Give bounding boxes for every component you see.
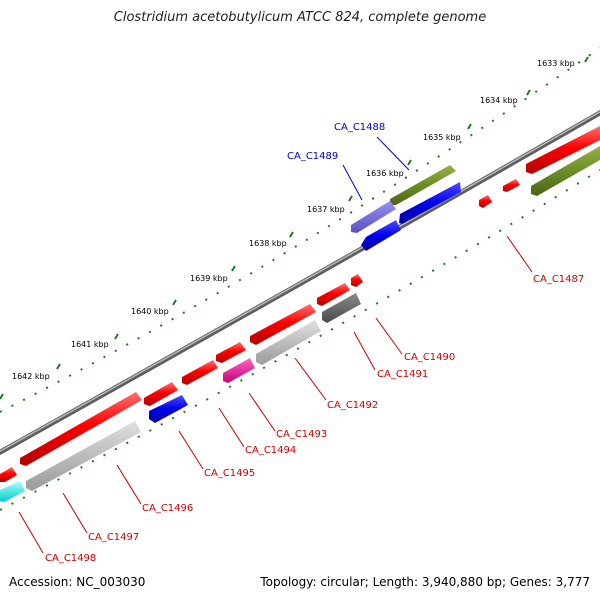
gene-ca-c1492[interactable] [256, 320, 321, 365]
label-leaders [18, 136, 533, 554]
major-tick-marks [0, 56, 589, 400]
gene-ca-c1496a[interactable] [20, 392, 142, 466]
gene-ca-c1498[interactable] [0, 481, 25, 502]
tick-label-1635: 1635 kbp [423, 133, 461, 142]
gene-ca-c1494a[interactable] [182, 360, 218, 385]
tick-label-1634: 1634 kbp [480, 96, 518, 105]
accession-text: Accession: NC_003030 [9, 575, 146, 589]
gene-label-ca-c1487[interactable]: CA_C1487 [533, 274, 584, 285]
tick-label-1633: 1633 kbp [537, 59, 575, 68]
gene-label-ca-c1497[interactable]: CA_C1497 [88, 532, 139, 543]
gene-ca-c1487b[interactable] [503, 179, 520, 192]
tick-label-1638: 1638 kbp [249, 239, 287, 248]
gene-label-ca-c1491[interactable]: CA_C1491 [377, 369, 428, 380]
gene-ca-c1487-rev[interactable] [531, 146, 600, 196]
gene-features [0, 126, 600, 502]
gene-label-ca-c1493[interactable]: CA_C1493 [276, 429, 327, 440]
gene-ca-c1493[interactable] [223, 358, 255, 383]
gene-label-ca-c1490[interactable]: CA_C1490 [404, 352, 455, 363]
gene-ca-c1495[interactable] [149, 395, 188, 423]
gene-ca-c1489-rev[interactable] [361, 220, 401, 251]
gene-label-ca-c1496[interactable]: CA_C1496 [142, 503, 193, 514]
gene-ca-c1487a[interactable] [526, 126, 600, 174]
gene-ca-c1497[interactable] [26, 421, 141, 491]
gene-ca-c1493a[interactable] [216, 342, 246, 363]
gene-label-ca-c1488[interactable]: CA_C1488 [334, 122, 385, 133]
genome-summary-text: Topology: circular; Length: 3,940,880 bp… [260, 575, 590, 589]
gene-ca-c1492a[interactable] [250, 304, 316, 345]
tick-label-1639: 1639 kbp [190, 274, 228, 283]
gene-ca-c1488[interactable] [390, 165, 456, 205]
tick-label-1636: 1636 kbp [366, 169, 404, 178]
gene-ca-c1491a[interactable] [317, 283, 350, 306]
tick-label-1640: 1640 kbp [131, 307, 169, 316]
genome-backbone-highlight [0, 111, 600, 453]
gene-ca-c1487c[interactable] [479, 195, 492, 208]
gene-ca-c1489[interactable] [351, 201, 396, 233]
map-title: Clostridium acetobutylicum ATCC 824, com… [113, 10, 487, 25]
gene-ca-c1490a[interactable] [351, 274, 363, 287]
gene-label-ca-c1495[interactable]: CA_C1495 [204, 468, 255, 479]
gene-ca-c1495a[interactable] [144, 382, 178, 406]
gene-ca-c1498a[interactable] [0, 467, 17, 482]
tick-label-1637: 1637 kbp [307, 205, 345, 214]
gene-ca-c1490[interactable] [322, 293, 361, 323]
gene-ca-c1488-rev[interactable] [399, 182, 461, 224]
tick-label-1642: 1642 kbp [12, 372, 50, 381]
gene-label-ca-c1492[interactable]: CA_C1492 [327, 400, 378, 411]
tick-label-1641: 1641 kbp [71, 340, 109, 349]
genome-backbone [0, 109, 600, 456]
gene-label-ca-c1494[interactable]: CA_C1494 [245, 445, 296, 456]
gene-label-ca-c1489[interactable]: CA_C1489 [287, 151, 338, 162]
gene-label-ca-c1498[interactable]: CA_C1498 [45, 553, 96, 564]
